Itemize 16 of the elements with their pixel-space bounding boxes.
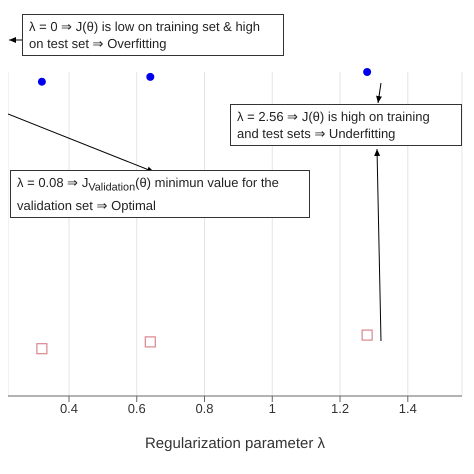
text: λ = 0 ⇒ J(θ) is low on training set & high on test set ⇒ Overfitting <box>22 14 284 56</box>
x-tick-label: 1.2 <box>330 401 350 416</box>
x-tick-label: 0.4 <box>60 401 78 416</box>
x-tick-label: 0.6 <box>128 401 146 416</box>
point <box>36 343 48 354</box>
x-tick-label: 0.8 <box>195 401 214 416</box>
point <box>146 72 154 81</box>
x-tick-label: 1 <box>268 401 276 416</box>
point <box>38 78 46 86</box>
point <box>144 336 156 348</box>
point <box>363 68 372 76</box>
x-tick-label: 1.4 <box>398 401 417 416</box>
annotation: λ = 2.56 ⇒ J(θ) is high on training and test sets ⇒ Underfitting <box>230 104 462 146</box>
point <box>362 329 373 341</box>
annotation: λ = 0.08 ⇒ J$_{Validation}$(θ) minimun value for the validation set ⇒ Optimal <box>10 170 310 218</box>
x-axis-title: Regularization parameter λ <box>144 435 326 452</box>
